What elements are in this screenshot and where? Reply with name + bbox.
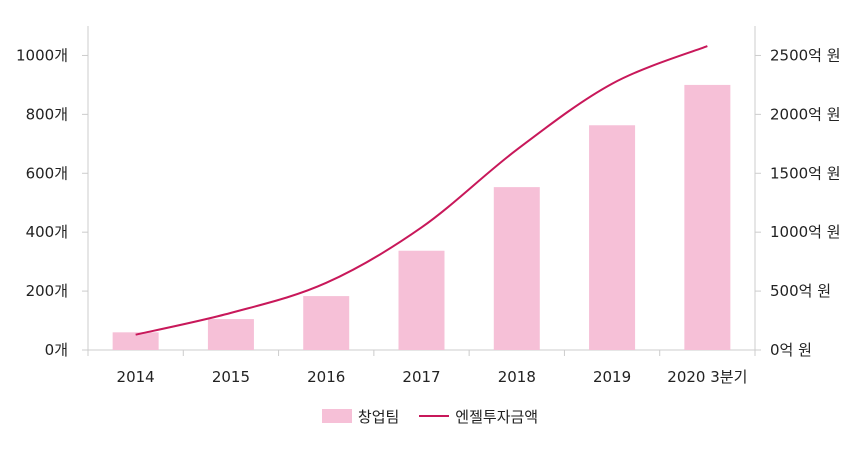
bar [112,332,159,350]
legend: 창업팀 엔젤투자금액 [0,404,860,428]
x-tick-label: 2020 3분기 [667,368,747,386]
x-tick-label: 2019 [593,368,631,386]
x-tick-label: 2014 [117,368,155,386]
legend-item-line: 엔젤투자금액 [419,406,538,427]
x-tick-label: 2017 [402,368,440,386]
legend-swatch-line [419,415,450,417]
y-left-tick-label: 400개 [26,223,68,241]
y-right-tick-label: 500억 원 [770,282,831,300]
tick-labels: 0개 200개 400개 600개 800개 1000개 0억 원 500억 원 1000억 원… [16,46,841,386]
bar [303,296,350,350]
line-series [135,45,708,336]
bar [684,84,731,350]
x-tick-label: 2015 [212,368,250,386]
y-left-tick-label: 800개 [26,105,68,123]
y-right-tick-label: 2000억 원 [770,105,841,123]
y-right-tick-label: 0억 원 [770,341,812,359]
bar [398,250,445,350]
y-right-tick-label: 1500억 원 [770,164,841,182]
legend-item-bar: 창업팀 [321,406,400,427]
y-right-tick-label: 1000억 원 [770,223,841,241]
y-right-tick-label: 2500억 원 [770,46,841,64]
x-tick-label: 2018 [498,368,536,386]
bar [207,319,254,350]
bar [589,125,636,351]
bar-series [112,84,731,351]
y-left-tick-label: 1000개 [16,46,68,64]
bar [493,187,540,350]
legend-label-line: 엔젤투자금액 [455,407,539,426]
x-tick-label: 2016 [307,368,345,386]
y-left-tick-label: 600개 [26,164,68,182]
y-left-tick-label: 0개 [45,341,68,359]
legend-swatch-bar [321,409,352,423]
y-left-tick-label: 200개 [26,282,68,300]
legend-label-bar: 창업팀 [357,407,400,426]
